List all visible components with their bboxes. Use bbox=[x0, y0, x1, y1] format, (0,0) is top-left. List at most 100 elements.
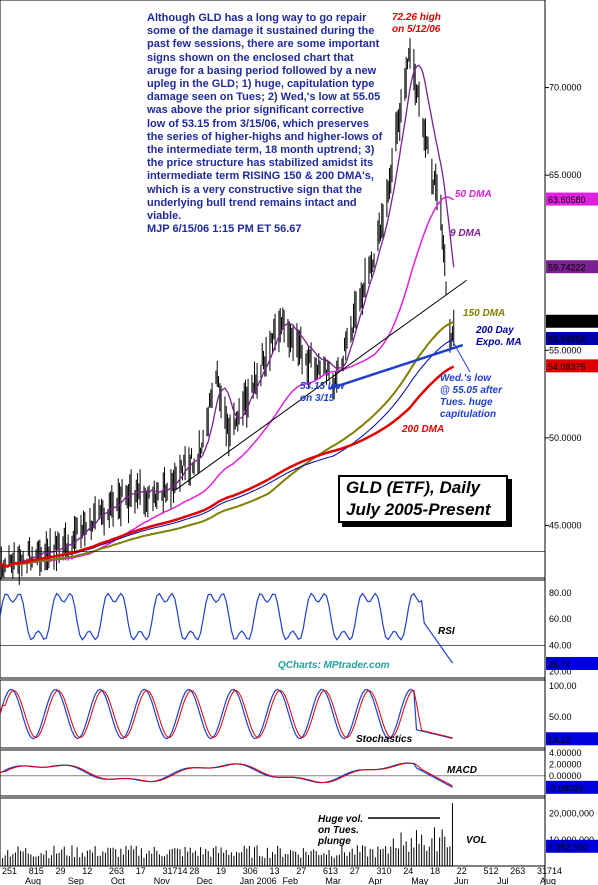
annotation-wedlow-line-2: @ 55.05 after bbox=[440, 385, 503, 396]
x-day-label-5: 263 bbox=[109, 866, 124, 876]
price-tick-label-3: 55.0000 bbox=[549, 345, 582, 355]
x-month-label-6: Jan 2006 bbox=[240, 876, 277, 885]
x-day-label-17: 18 bbox=[430, 866, 440, 876]
annotation-vol-note-line-3: plunge bbox=[317, 836, 351, 847]
rsi-tick-2: 60.00 bbox=[549, 614, 572, 624]
volume-label: VOL bbox=[466, 835, 487, 846]
rsi-tick-4: 20.00 bbox=[549, 666, 572, 676]
macd-last-label: -2.08039 bbox=[548, 783, 584, 793]
x-day-label-4: 12 bbox=[82, 866, 92, 876]
annotation-dma50: 50 DMA bbox=[455, 189, 492, 200]
price-tick-label-5: 45.0000 bbox=[549, 520, 582, 530]
annotation-wedlow-line-1: Wed.'s low bbox=[440, 373, 492, 384]
rsi-last-label: 25.74 bbox=[548, 659, 571, 669]
x-day-label-14: 27 bbox=[350, 866, 360, 876]
ma9-line bbox=[0, 64, 455, 568]
x-month-label-5: Dec bbox=[197, 876, 214, 885]
annotation-wedlow-pointer bbox=[451, 339, 471, 373]
annotation-expo200-line-2: Expo. MA bbox=[476, 337, 522, 348]
rsi-tick-3: 40.00 bbox=[549, 640, 572, 650]
price-tag-label-4: 55.64554 bbox=[548, 334, 586, 344]
price-tick-label-2: 65.0000 bbox=[549, 170, 582, 180]
annotation-low315-line-1: 53.15 low bbox=[300, 381, 346, 392]
annotation-wedlow-line-4: capitulation bbox=[440, 409, 496, 420]
price-tag-box-3 bbox=[546, 314, 598, 328]
price-tag-label-3: 56.6300 bbox=[548, 317, 581, 327]
volume-tick-1: 20,000,000 bbox=[549, 809, 594, 819]
price-tag-box-1 bbox=[546, 192, 598, 206]
macd-panel-frame bbox=[0, 749, 546, 797]
stoch-tick-2: 50.00 bbox=[549, 712, 572, 722]
x-day-label-6: 17 bbox=[136, 866, 146, 876]
ma150-line bbox=[0, 320, 455, 569]
macd-tick-1: 4.00000 bbox=[549, 748, 582, 758]
annotation-high-line-1: 72.26 high bbox=[392, 12, 441, 23]
rsi-tick-1: 80.00 bbox=[549, 588, 572, 598]
x-month-label-3: Oct bbox=[111, 876, 126, 885]
price-tag-box-2 bbox=[546, 260, 598, 274]
commentary-text: Although GLD has a long way to go repair… bbox=[147, 12, 383, 236]
x-month-label-1: Aug bbox=[25, 876, 41, 885]
annotation-expo200-line-1: 200 Day bbox=[475, 325, 514, 336]
annotation-dma150: 150 DMA bbox=[463, 308, 505, 319]
volume-last-label: 7,352,500 bbox=[548, 842, 588, 852]
x-day-label-19: 512 bbox=[484, 866, 499, 876]
annotation-vol-note-line-2: on Tues. bbox=[318, 825, 359, 836]
volume-last-box bbox=[546, 839, 598, 853]
x-day-label-3: 29 bbox=[56, 866, 66, 876]
chart-subtitle: July 2005-Present bbox=[346, 500, 491, 519]
price-tag-label-1: 63.60580 bbox=[548, 195, 586, 205]
stoch-last-label: 14.12 bbox=[548, 735, 571, 745]
macd-tick-3: 0.00000 bbox=[549, 771, 582, 781]
price-tag-label-5: 54.08375 bbox=[548, 362, 586, 372]
price-tag-box-4 bbox=[546, 331, 598, 345]
x-day-label-15: 310 bbox=[377, 866, 392, 876]
x-day-label-8: 28 bbox=[189, 866, 199, 876]
x-day-label-2: 815 bbox=[29, 866, 44, 876]
annotation-vol-note-line-1: Huge vol. bbox=[318, 814, 363, 825]
macd-last-box bbox=[546, 780, 598, 794]
chart-title-box: GLD (ETF), Daily July 2005-Present bbox=[338, 475, 508, 523]
stoch-tick-1: 100.00 bbox=[549, 681, 577, 691]
x-month-label-9: Apr bbox=[368, 876, 382, 885]
rsi-last-box bbox=[546, 656, 598, 670]
macd-signal-line bbox=[0, 762, 453, 787]
long-trendline bbox=[174, 279, 467, 491]
ma50-line bbox=[0, 196, 455, 568]
x-month-label-7: Feb bbox=[283, 876, 299, 885]
x-day-label-9: 19 bbox=[216, 866, 226, 876]
signature-line: MJP 6/15/06 1:15 PM ET 56.67 bbox=[147, 223, 302, 236]
x-day-label-16: 24 bbox=[403, 866, 413, 876]
price-tick-label-1: 70.0000 bbox=[549, 83, 582, 93]
x-day-label-1: 251 bbox=[2, 866, 17, 876]
stoch-signal-line bbox=[0, 689, 453, 739]
annotation-low315-line-2: on 3/15 bbox=[300, 393, 335, 404]
annotation-dma200: 200 DMA bbox=[401, 424, 444, 435]
rsi-panel-frame bbox=[0, 579, 546, 679]
x-day-label-7: 31714 bbox=[163, 866, 188, 876]
stoch-label: Stochastics bbox=[356, 734, 413, 745]
stoch-panel-frame bbox=[0, 679, 546, 749]
price-tag-label-2: 59.74222 bbox=[548, 263, 586, 273]
x-day-label-11: 13 bbox=[270, 866, 280, 876]
stoch-last-box bbox=[546, 732, 598, 746]
x-month-label-11: Jun bbox=[454, 876, 469, 885]
x-day-label-13: 613 bbox=[323, 866, 338, 876]
chart-title: GLD (ETF), Daily bbox=[346, 478, 481, 497]
x-day-label-10: 306 bbox=[243, 866, 258, 876]
annotation-wedlow-line-3: Tues. huge bbox=[440, 397, 493, 408]
rsi-line bbox=[0, 592, 453, 664]
rsi-label: RSI bbox=[438, 626, 455, 637]
x-month-label-12: Jul bbox=[497, 876, 509, 885]
support-trendline bbox=[328, 343, 464, 391]
x-day-label-21: 31714 bbox=[537, 866, 562, 876]
x-month-label-4: Nov bbox=[154, 876, 171, 885]
annotation-high-line-2: on 5/12/06 bbox=[392, 24, 441, 35]
macd-tick-2: 2.00000 bbox=[549, 759, 582, 769]
x-month-label-10: May bbox=[411, 876, 429, 885]
price-tick-label-4: 50.0000 bbox=[549, 433, 582, 443]
x-month-label-13: Aug bbox=[540, 876, 556, 885]
x-month-label-2: Sep bbox=[68, 876, 84, 885]
watermark: QCharts: MPtrader.com bbox=[278, 660, 390, 671]
